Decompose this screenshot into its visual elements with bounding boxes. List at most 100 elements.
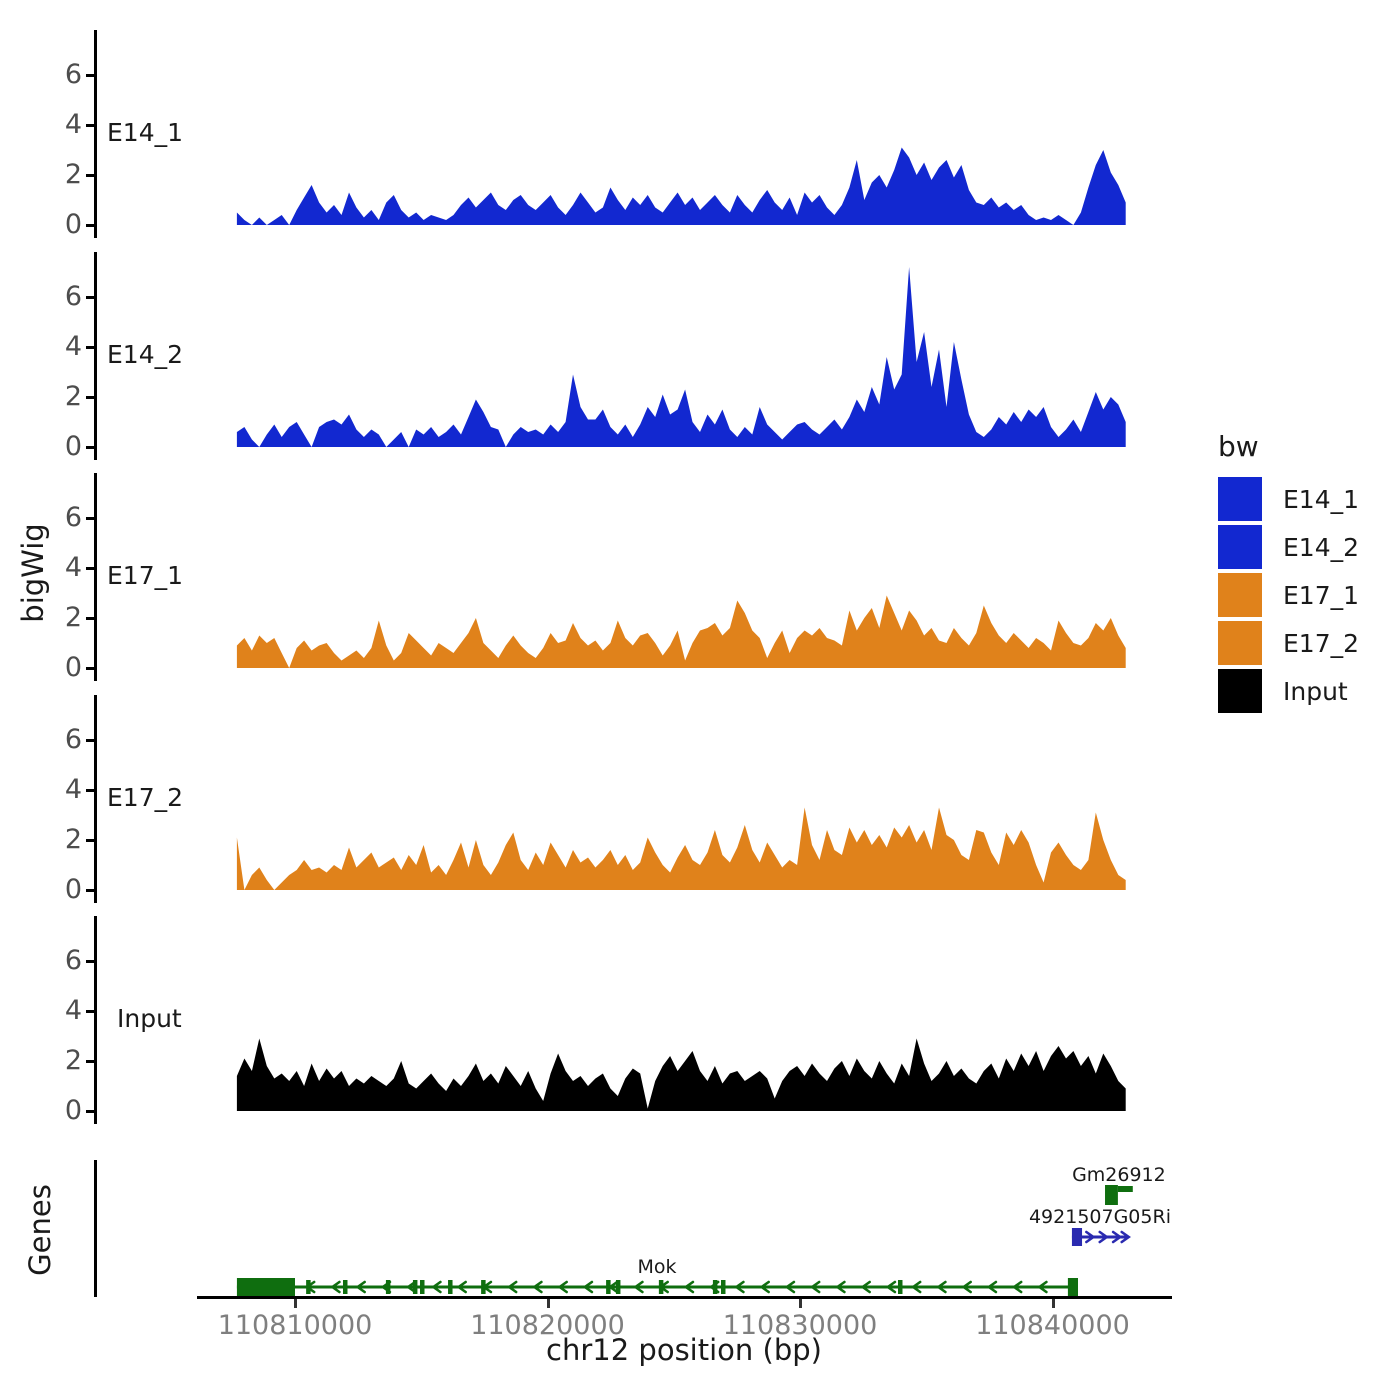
- gene-label-4921507g05ri: 4921507G05Ri: [1028, 1206, 1171, 1228]
- gene-strand-arrow: [355, 1280, 366, 1294]
- signal-polygon-e14_2: [236, 267, 1126, 447]
- y-axis-tick-label: 0: [64, 1095, 82, 1126]
- y-axis-tick-label: 0: [64, 874, 82, 905]
- gene-label-gm26912: Gm26912: [1072, 1164, 1166, 1186]
- gene-strand-arrow: [759, 1280, 770, 1294]
- gene-exon-tick: [720, 1280, 726, 1294]
- x-tick-label: 110820000: [470, 1310, 625, 1341]
- y-axis-tick: [86, 124, 94, 127]
- x-axis-title: chr12 position (bp): [546, 1333, 822, 1367]
- gene-strand-arrow: [1098, 1230, 1109, 1244]
- legend-entry: Input: [1218, 669, 1348, 717]
- y-axis-tick-label: 6: [64, 945, 82, 976]
- y-axis-tick: [86, 346, 94, 349]
- signal-polygon-e17_1: [236, 595, 1126, 668]
- gene-strand-arrow: [1120, 1230, 1131, 1244]
- y-axis-tick-label: 4: [64, 109, 82, 140]
- y-axis-line: [94, 30, 97, 238]
- signal-polygon-e14_1: [236, 147, 1126, 225]
- y-axis-tick: [86, 1110, 94, 1113]
- gene-strand-arrow: [481, 1280, 493, 1294]
- y-axis-tick: [86, 567, 94, 570]
- y-axis-tick: [86, 1010, 94, 1013]
- y-axis-tick-label: 6: [64, 502, 82, 533]
- y-axis-line: [94, 252, 97, 460]
- gene-strand-arrow: [708, 1280, 720, 1294]
- y-axis-tick: [86, 789, 94, 792]
- gene-exon-tick: [897, 1280, 903, 1294]
- y-axis-line: [94, 473, 97, 681]
- y-axis-tick: [86, 1060, 94, 1063]
- legend-label: E14_2: [1283, 533, 1360, 562]
- x-tick-label: 110840000: [975, 1310, 1130, 1341]
- legend-swatch-input: [1218, 669, 1262, 713]
- gene-exon-tick: [420, 1280, 425, 1294]
- y-axis-tick-label: 6: [64, 281, 82, 312]
- y-axis-tick: [86, 889, 94, 892]
- gene-strand-arrow: [734, 1280, 745, 1294]
- y-axis-tick-label: 0: [64, 652, 82, 683]
- gene-strand-arrow: [784, 1280, 796, 1294]
- y-axis-tick-label: 6: [64, 59, 82, 90]
- legend-swatch-e17_1: [1218, 573, 1262, 617]
- x-tick-label: 110810000: [217, 1310, 373, 1341]
- x-axis-tick: [294, 1299, 297, 1308]
- legend-entries: E14_1 E14_2 E17_1 E17_2 Input: [1218, 477, 1359, 717]
- track-label-e17_1: E17_1: [107, 561, 184, 590]
- y-axis-line: [94, 916, 97, 1124]
- gene-strand-arrow: [683, 1280, 695, 1294]
- gene-exon-tick: [412, 1280, 418, 1294]
- legend-entry: E17_1: [1218, 573, 1359, 621]
- y-axis-line: [94, 695, 97, 903]
- track-label-e14_2: E14_2: [107, 340, 184, 369]
- y-axis-tick: [86, 74, 94, 77]
- gene-strand-arrow: [809, 1280, 821, 1294]
- signal-area-e14_1: [200, 30, 1140, 240]
- gene-strand-arrow: [304, 1280, 316, 1294]
- y-axis-tick-label: 4: [64, 552, 82, 583]
- track-label-e14_1: E14_1: [107, 118, 184, 147]
- gene-strand-arrow: [607, 1280, 619, 1294]
- gene-bar: [1117, 1186, 1133, 1192]
- gene-exon-tick: [712, 1280, 718, 1294]
- legend-swatch-e17_2: [1218, 621, 1262, 665]
- gene-strand-arrow: [557, 1280, 568, 1294]
- gene-strand-arrow: [582, 1280, 594, 1294]
- legend-label: Input: [1283, 677, 1348, 706]
- legend: bw E14_1 E14_2 E17_1 E17_2 Input: [1218, 430, 1359, 717]
- gene-strand-arrow: [860, 1280, 871, 1294]
- legend-entry: E14_2: [1218, 525, 1359, 573]
- gene-strand-arrow: [658, 1280, 669, 1294]
- gene-strand-arrow: [1111, 1230, 1123, 1244]
- legend-label: E17_2: [1283, 629, 1360, 658]
- gene-exon-tick: [448, 1280, 453, 1294]
- x-axis-tick: [546, 1299, 550, 1308]
- gene-strand-arrow: [506, 1280, 518, 1294]
- gene-strand-arrow: [910, 1280, 922, 1294]
- gene-strand-arrow: [961, 1280, 972, 1294]
- gene-exon-box: [1071, 1228, 1083, 1246]
- x-axis-tick: [1051, 1299, 1055, 1308]
- gene-strand-arrow: [431, 1280, 442, 1294]
- gene-exon-box: [1105, 1185, 1118, 1205]
- y-axis-tick-label: 4: [64, 774, 82, 805]
- gene-strand-arrow: [330, 1280, 341, 1294]
- y-axis-tick: [86, 839, 94, 842]
- track-label-input: Input: [117, 1004, 182, 1033]
- genes-track-area: [0, 1155, 1400, 1300]
- legend-title: bw: [1218, 430, 1259, 463]
- legend-entry: E17_2: [1218, 621, 1359, 669]
- y-axis-tick-label: 6: [64, 724, 82, 755]
- signal-polygon-e17_2: [236, 807, 1126, 890]
- gene-strand-arrow: [1011, 1280, 1023, 1294]
- x-tick-label: 110830000: [722, 1310, 878, 1341]
- gene-strand-arrow: [1085, 1230, 1096, 1244]
- gene-exon-box: [236, 1278, 295, 1296]
- y-axis-tick: [86, 960, 94, 963]
- legend-swatch-e14_2: [1218, 525, 1262, 569]
- y-axis-tick-label: 4: [64, 331, 82, 362]
- signal-area-e17_2: [200, 695, 1140, 905]
- gene-strand-arrow: [1037, 1280, 1048, 1294]
- gene-exon-tick: [342, 1280, 348, 1294]
- y-axis-tick-label: 0: [64, 209, 82, 240]
